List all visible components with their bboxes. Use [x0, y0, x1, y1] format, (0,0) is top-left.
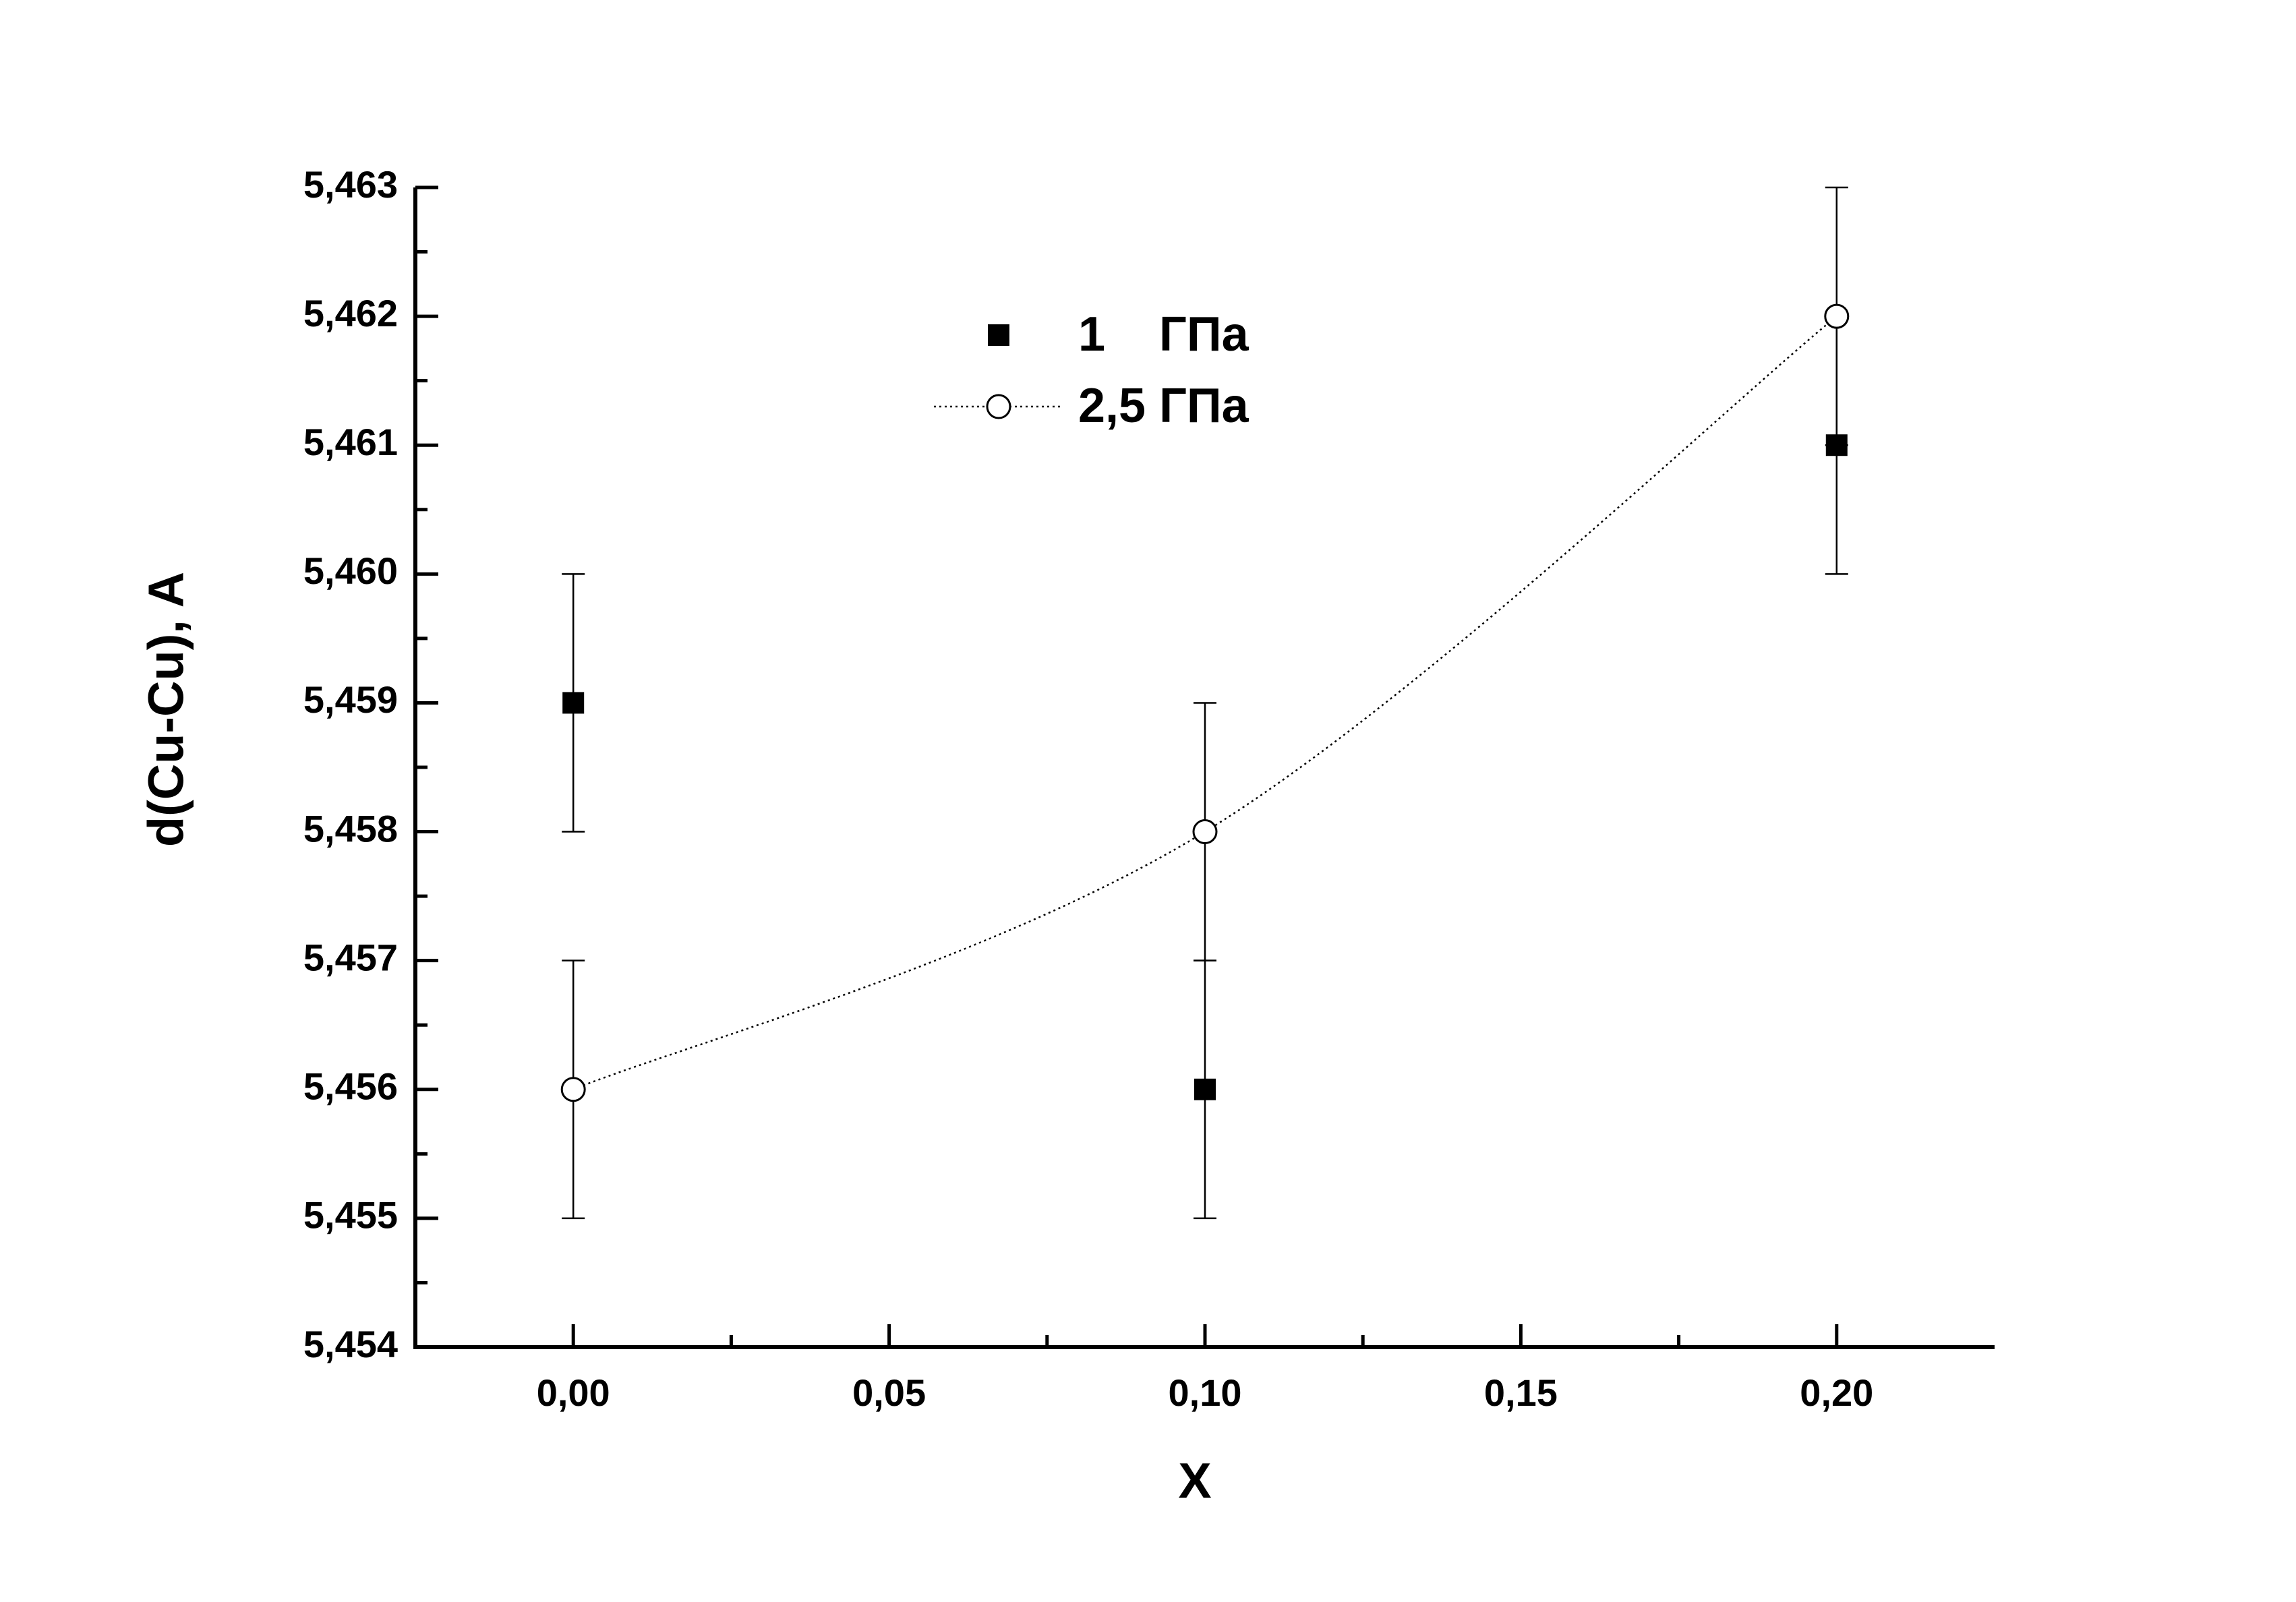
- x-tick-label: 0,05: [852, 1371, 926, 1414]
- series-line: [572, 316, 1837, 1090]
- data-point: [1824, 303, 1850, 329]
- data-point: [560, 1077, 586, 1102]
- y-tick-label: 5,458: [303, 807, 398, 850]
- legend-label: 2,5 ГПа: [1078, 379, 1249, 433]
- data-point: [1192, 819, 1218, 845]
- data-point: [562, 692, 585, 714]
- y-tick-label: 5,463: [303, 163, 398, 206]
- legend-marker: [988, 324, 1009, 346]
- y-tick-label: 5,455: [303, 1194, 398, 1237]
- y-tick-label: 5,459: [303, 678, 398, 721]
- y-tick-label: 5,456: [303, 1065, 398, 1108]
- data-point: [1194, 1078, 1216, 1100]
- x-tick-label: 0,00: [537, 1371, 610, 1414]
- legend-label: 1 ГПа: [1078, 307, 1249, 361]
- y-tick-label: 5,461: [303, 421, 398, 463]
- y-tick-label: 5,454: [303, 1323, 398, 1365]
- x-tick-label: 0,20: [1800, 1371, 1873, 1414]
- legend-marker: [986, 394, 1011, 419]
- y-tick-label: 5,460: [303, 550, 398, 592]
- x-tick-label: 0,15: [1484, 1371, 1558, 1414]
- y-axis-label: d(Cu-Cu), A: [138, 572, 194, 847]
- x-tick-label: 0,10: [1169, 1371, 1242, 1414]
- y-tick-label: 5,457: [303, 936, 398, 978]
- x-axis-label: X: [1178, 1453, 1211, 1509]
- y-tick-label: 5,462: [303, 292, 398, 334]
